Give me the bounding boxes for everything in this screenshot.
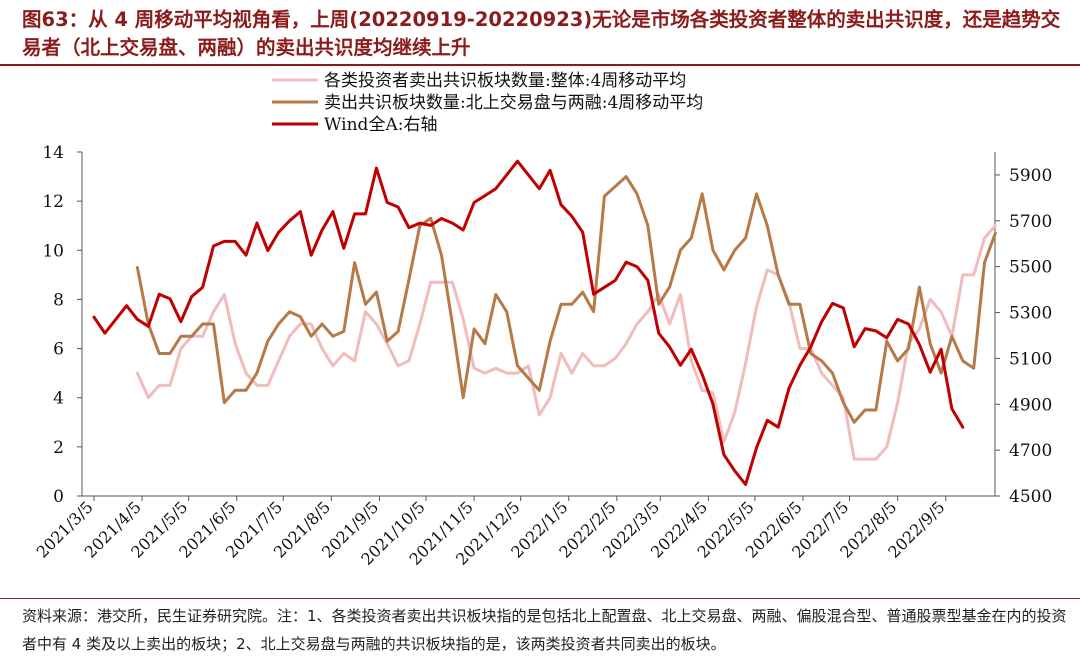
- y-left-tick-label: 2: [53, 438, 64, 458]
- chart: 各类投资者卖出共识板块数量:整体:4周移动平均卖出共识板块数量:北上交易盘与两融…: [33, 71, 1053, 569]
- legend: 各类投资者卖出共识板块数量:整体:4周移动平均卖出共识板块数量:北上交易盘与两融…: [272, 71, 703, 135]
- y-left-tick-label: 12: [42, 192, 64, 212]
- series-lines: [92, 159, 997, 486]
- note-divider: [0, 598, 1080, 599]
- series-line-3: [92, 159, 965, 486]
- series-line-2: [135, 175, 997, 424]
- y-left-tick-label: 0: [53, 487, 64, 507]
- y-right-tick-label: 5900: [1009, 166, 1052, 186]
- y-right-tick-label: 4700: [1009, 441, 1052, 461]
- y-right-tick-label: 5500: [1009, 258, 1052, 278]
- legend-label-3: Wind全A:右轴: [324, 115, 437, 135]
- axes: 0 2 4 6 8 10 12 14 4500 4700 4900 5100 5300 5500 5700 5…: [33, 143, 1053, 569]
- y-left-tick-label: 10: [42, 241, 64, 261]
- y-right-tick-label: 5100: [1009, 349, 1052, 369]
- series-line-1: [135, 224, 997, 461]
- y-right-tick-label: 4500: [1009, 487, 1052, 507]
- y-left-tick-label: 8: [53, 290, 64, 310]
- y-right-tick-label: 5300: [1009, 304, 1052, 324]
- y-right-tick-label: 4900: [1009, 395, 1052, 415]
- title-divider: [0, 64, 1080, 66]
- y-right-tick-label: 5700: [1009, 212, 1052, 232]
- legend-label-1: 各类投资者卖出共识板块数量:整体:4周移动平均: [324, 71, 686, 91]
- y-left-tick-label: 14: [42, 143, 64, 163]
- legend-label-2: 卖出共识板块数量:北上交易盘与两融:4周移动平均: [324, 93, 703, 113]
- figure-title: 图63：从 4 周移动平均视角看，上周(20220919-20220923)无论…: [22, 8, 1061, 59]
- y-left-tick-label: 6: [53, 340, 64, 360]
- y-left-tick-label: 4: [53, 389, 64, 409]
- figure-note: 资料来源：港交所，民生证券研究院。注：1、各类投资者卖出共识板块指的是包括北上配…: [22, 607, 1067, 653]
